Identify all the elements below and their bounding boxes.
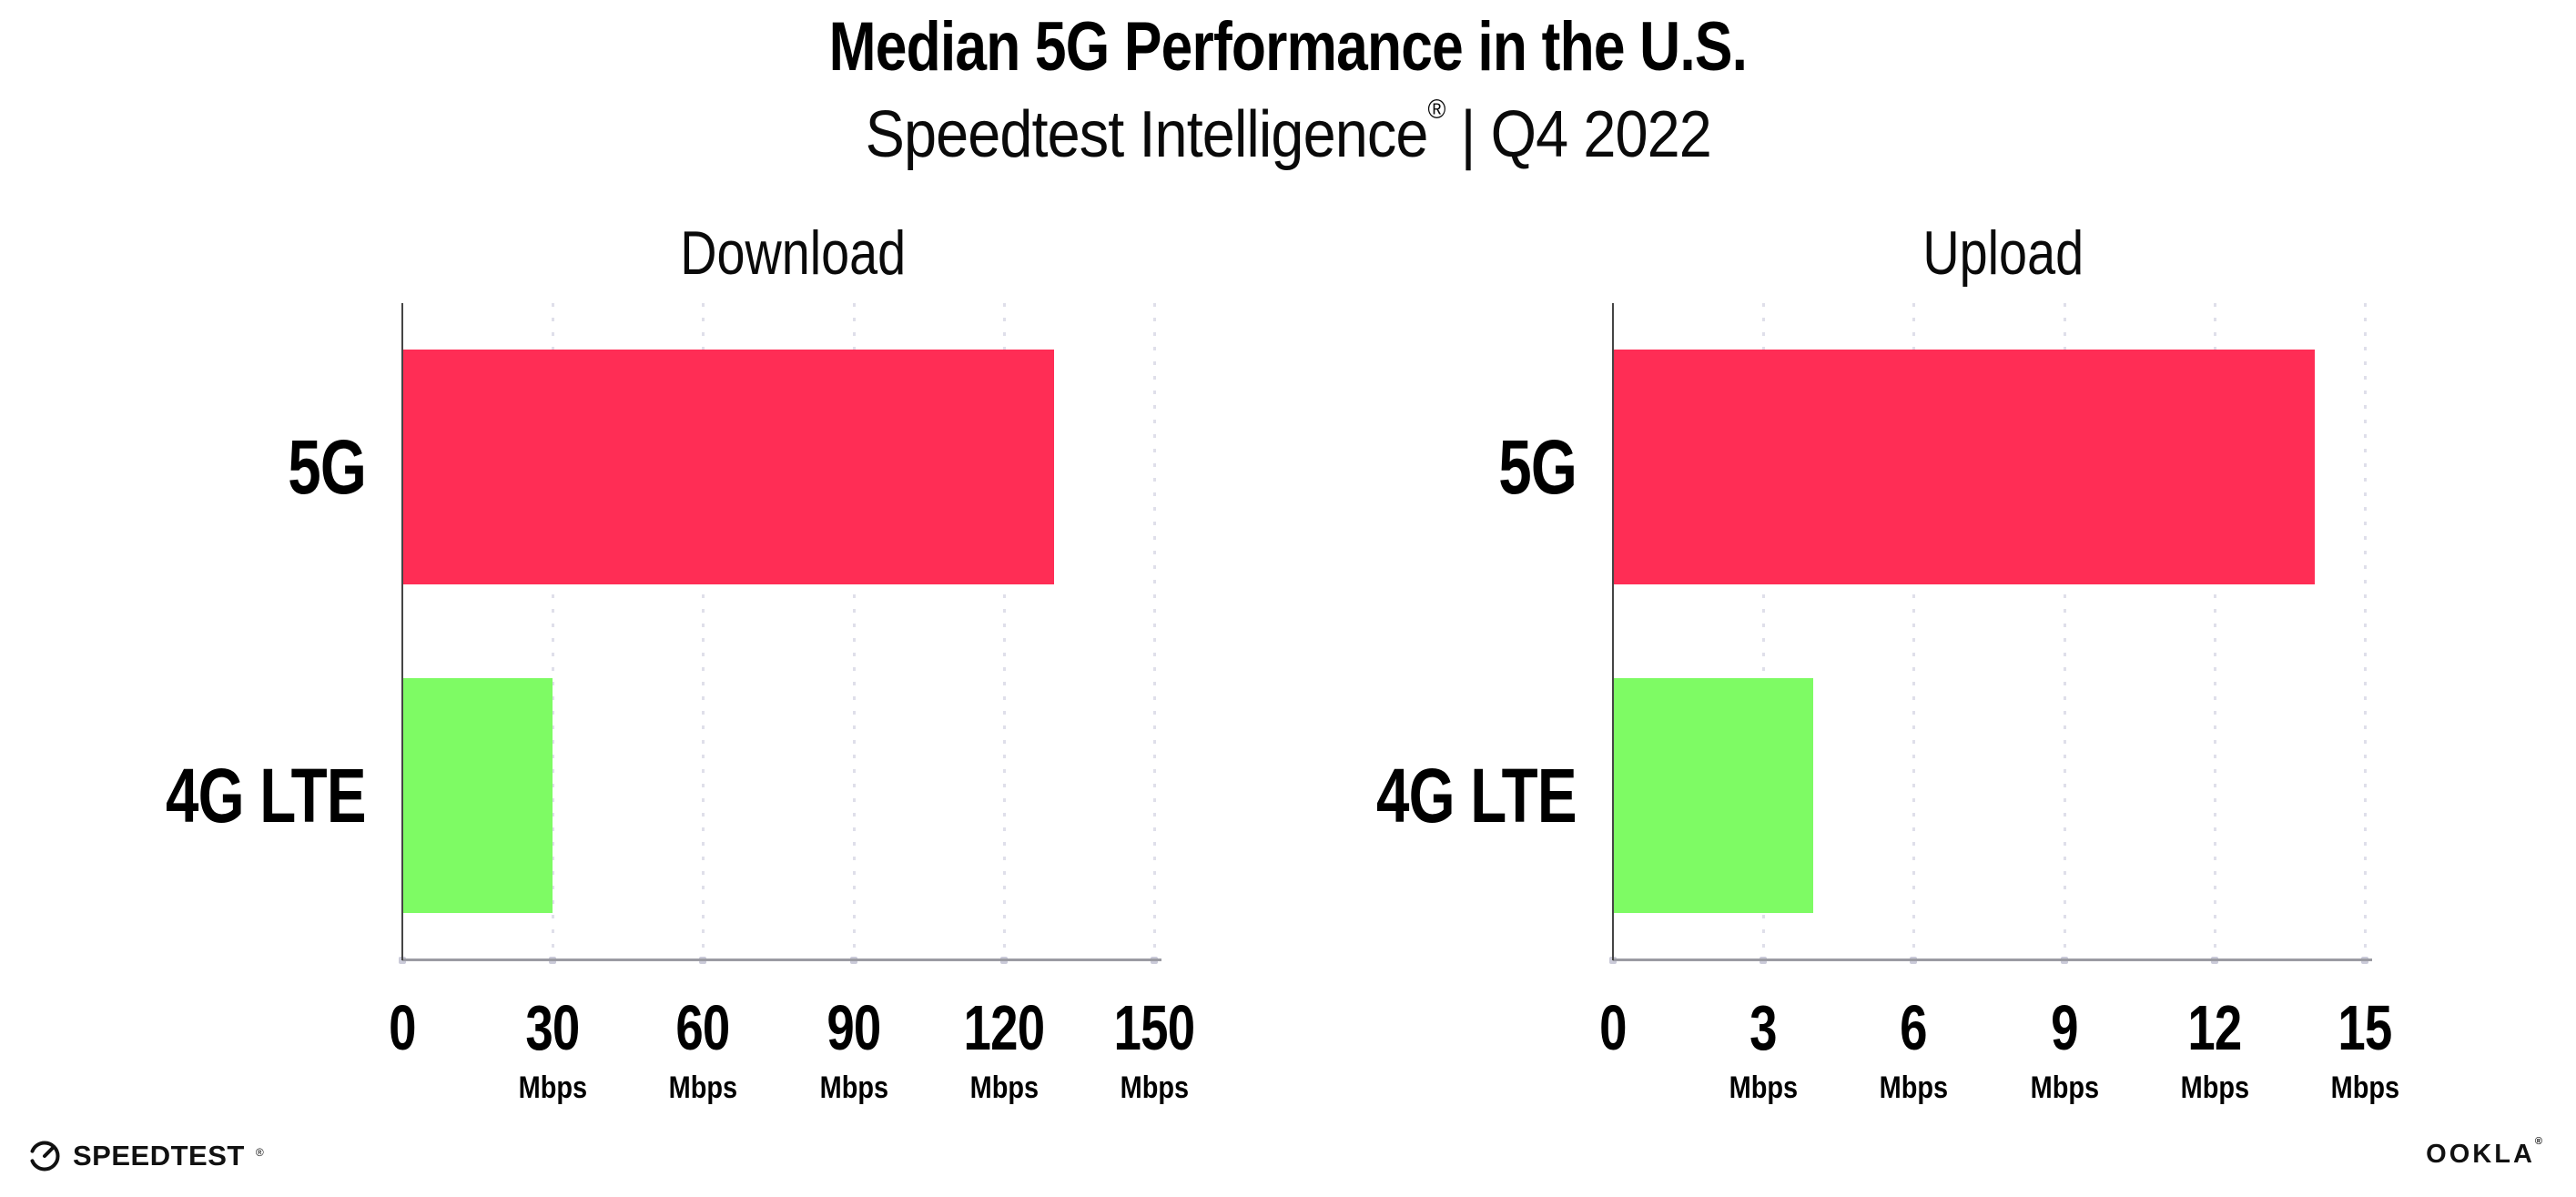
bar-4g-lte-upload [1613, 678, 1814, 913]
speedtest-logo: SPEEDTEST ® [27, 1139, 264, 1173]
category-label-4g-lte: 4G LTE [166, 753, 367, 838]
ookla-wordmark: OOKLA [2426, 1140, 2535, 1169]
y-axis-line [1612, 303, 1614, 960]
registered-trademark-icon: ® [1427, 95, 1445, 125]
download-chart: 5G 4G LTE 0 30 Mbps 60 Mbps 90 Mbps 120 … [166, 303, 1195, 1105]
gridline [2064, 303, 2066, 960]
registered-trademark-icon: ® [2534, 1136, 2545, 1147]
gridline [1003, 303, 1006, 960]
category-label-5g: 5G [288, 424, 367, 510]
gridline [702, 303, 705, 960]
page-subtitle: Speedtest Intelligence® | Q4 2022 [0, 91, 2576, 178]
page-title: Median 5G Performance in the U.S. [0, 5, 2576, 89]
x-axis-line [402, 959, 1161, 961]
upload-chart: 5G 4G LTE 0 3 Mbps 6 Mbps 9 Mbps 12 Mbps… [1376, 303, 2399, 1105]
ookla-logo: OOKLA® [2426, 1136, 2545, 1170]
speedtest-gauge-icon [27, 1139, 62, 1173]
category-label-4g-lte: 4G LTE [1376, 753, 1577, 838]
x-tick-label: 6 Mbps [1879, 992, 1948, 1105]
upload-chart-title: Upload [1922, 218, 2084, 288]
x-tick-label: 0 [389, 992, 416, 1063]
page-title-text: Median 5G Performance in the U.S. [828, 8, 1748, 86]
y-axis-line [401, 303, 403, 960]
x-tick-label: 15 Mbps [2330, 992, 2399, 1105]
gridline [1153, 303, 1156, 960]
x-tick-label: 150 Mbps [1113, 992, 1196, 1105]
x-axis-line [1613, 959, 2372, 961]
registered-trademark-icon: ® [255, 1146, 264, 1159]
download-plot-area [402, 303, 1154, 960]
gridline [552, 303, 554, 960]
bar-5g-upload [1613, 350, 2315, 584]
speedtest-wordmark: SPEEDTEST [73, 1140, 245, 1172]
x-tick-label: 60 Mbps [668, 992, 737, 1105]
gridline [2364, 303, 2367, 960]
x-tick-label: 12 Mbps [2180, 992, 2249, 1105]
x-tick-label: 120 Mbps [963, 992, 1046, 1105]
upload-plot-area [1613, 303, 2365, 960]
gridline [1912, 303, 1915, 960]
bar-5g-download [402, 350, 1054, 584]
x-tick-label: 9 Mbps [2030, 992, 2099, 1105]
gridline [1762, 303, 1765, 960]
x-tick-label: 3 Mbps [1729, 992, 1798, 1105]
gridline [853, 303, 856, 960]
subtitle-period: | Q4 2022 [1445, 98, 1711, 171]
subtitle-brand: Speedtest Intelligence [865, 98, 1428, 171]
bar-4g-lte-download [402, 678, 553, 913]
download-chart-title: Download [679, 218, 906, 288]
x-tick-label: 90 Mbps [819, 992, 888, 1105]
x-tick-label: 0 [1599, 992, 1627, 1063]
x-tick-label: 30 Mbps [518, 992, 587, 1105]
gridline [2214, 303, 2216, 960]
category-label-5g: 5G [1498, 424, 1577, 510]
